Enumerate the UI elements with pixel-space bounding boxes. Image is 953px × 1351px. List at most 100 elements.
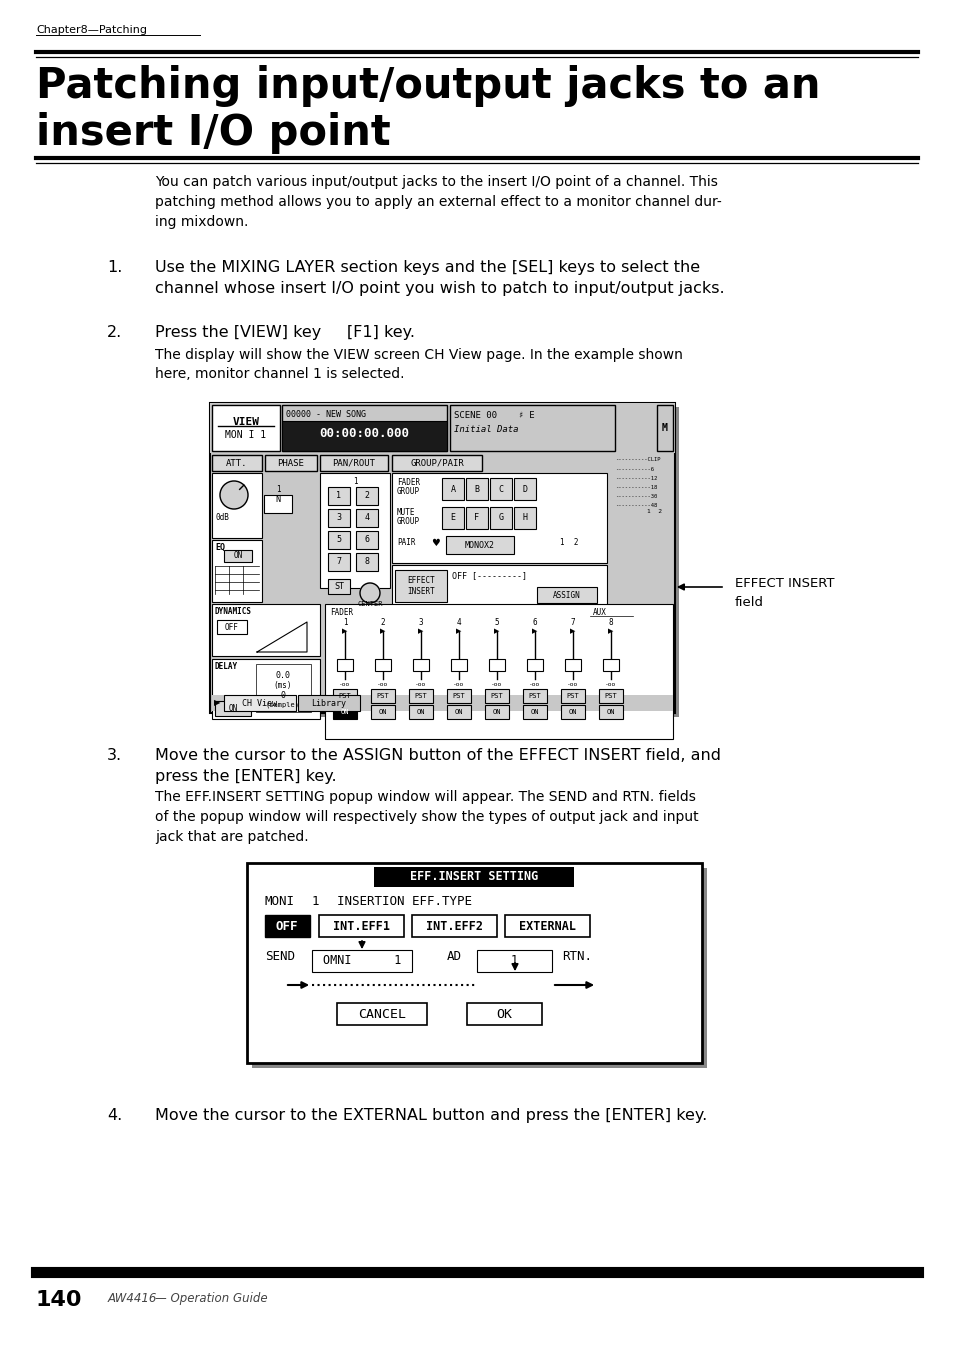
Circle shape xyxy=(359,584,379,603)
Text: N: N xyxy=(275,496,280,504)
Text: AUX: AUX xyxy=(593,608,606,617)
Text: CANCEL: CANCEL xyxy=(357,1008,406,1020)
Text: ON: ON xyxy=(416,709,425,715)
Bar xyxy=(371,689,395,703)
Text: PST: PST xyxy=(528,693,540,698)
Text: INSERTION EFF.TYPE: INSERTION EFF.TYPE xyxy=(336,894,472,908)
Text: Initial Data: Initial Data xyxy=(454,426,518,434)
Text: ▶: ▶ xyxy=(494,628,499,634)
Text: 1.: 1. xyxy=(107,259,122,276)
Text: ST: ST xyxy=(334,582,344,590)
Text: -oo: -oo xyxy=(453,682,464,688)
Bar xyxy=(336,1002,427,1025)
Text: 1: 1 xyxy=(312,894,319,908)
Bar xyxy=(598,705,622,719)
Bar xyxy=(212,455,262,471)
Text: -oo: -oo xyxy=(415,682,426,688)
Bar xyxy=(465,507,488,530)
Text: ▶: ▶ xyxy=(417,628,423,634)
Text: 4: 4 xyxy=(364,513,369,523)
Text: ON: ON xyxy=(378,709,387,715)
Bar xyxy=(325,604,672,739)
Text: MON I 1: MON I 1 xyxy=(225,430,266,440)
Text: 7: 7 xyxy=(570,617,575,627)
Bar xyxy=(489,659,504,671)
Text: (ms): (ms) xyxy=(274,681,292,690)
Bar xyxy=(490,478,512,500)
Bar xyxy=(537,586,597,603)
Bar xyxy=(355,486,377,505)
Text: ▶: ▶ xyxy=(456,628,461,634)
Bar xyxy=(328,486,350,505)
Bar xyxy=(212,604,319,657)
Bar xyxy=(441,478,463,500)
Bar xyxy=(328,509,350,527)
Bar xyxy=(602,659,618,671)
Bar xyxy=(409,689,433,703)
Text: 1  2: 1 2 xyxy=(646,509,661,513)
Text: -----------6: -----------6 xyxy=(615,467,654,471)
Text: EFF.INSERT SETTING: EFF.INSERT SETTING xyxy=(410,870,537,884)
Bar xyxy=(450,405,615,451)
Bar xyxy=(252,867,706,1069)
Bar xyxy=(504,915,589,938)
Text: 5: 5 xyxy=(336,535,341,544)
Text: ----------CLIP: ----------CLIP xyxy=(615,457,659,462)
Text: 7: 7 xyxy=(336,558,341,566)
Text: INT.EFF1: INT.EFF1 xyxy=(333,920,390,932)
Bar xyxy=(212,405,280,451)
Text: ON: ON xyxy=(530,709,538,715)
Text: PST: PST xyxy=(338,693,351,698)
Text: ▶: ▶ xyxy=(342,628,347,634)
Text: OK: OK xyxy=(496,1008,512,1020)
Bar xyxy=(392,455,481,471)
Bar xyxy=(282,405,447,451)
Text: ♥: ♥ xyxy=(431,538,440,549)
Text: -----------12: -----------12 xyxy=(615,476,657,481)
Bar xyxy=(333,689,356,703)
Text: VIEW: VIEW xyxy=(233,417,259,427)
Bar xyxy=(224,694,295,711)
Text: PST: PST xyxy=(490,693,503,698)
Text: ▶: ▶ xyxy=(532,628,537,634)
Bar xyxy=(328,531,350,549)
Text: PST: PST xyxy=(566,693,578,698)
Bar xyxy=(560,705,584,719)
Bar xyxy=(526,659,542,671)
Bar xyxy=(514,478,536,500)
Bar xyxy=(490,507,512,530)
Bar xyxy=(441,507,463,530)
Text: CH View: CH View xyxy=(242,698,277,708)
Text: SEND: SEND xyxy=(265,950,294,963)
Text: EQ: EQ xyxy=(214,543,225,553)
Text: PST: PST xyxy=(376,693,389,698)
Bar xyxy=(447,689,471,703)
Text: PHASE: PHASE xyxy=(277,458,304,467)
Text: GROUP: GROUP xyxy=(396,486,419,496)
Bar xyxy=(255,663,311,712)
Text: Move the cursor to the ASSIGN button of the EFFECT INSERT field, and
press the [: Move the cursor to the ASSIGN button of … xyxy=(154,748,720,784)
Text: PST: PST xyxy=(452,693,465,698)
Bar xyxy=(210,403,675,713)
Text: AD: AD xyxy=(447,950,461,963)
Bar xyxy=(446,536,514,554)
Bar xyxy=(657,405,672,451)
Circle shape xyxy=(220,481,248,509)
Text: ON: ON xyxy=(233,551,242,561)
Bar xyxy=(213,407,679,717)
Text: PAN/ROUT: PAN/ROUT xyxy=(333,458,375,467)
Text: RTN.: RTN. xyxy=(561,950,592,963)
Text: 1: 1 xyxy=(510,955,517,967)
Text: D: D xyxy=(522,485,527,493)
Text: AW4416: AW4416 xyxy=(108,1292,157,1305)
Text: 1: 1 xyxy=(336,492,341,500)
Bar xyxy=(224,550,252,562)
Bar xyxy=(392,473,606,563)
Bar xyxy=(319,473,390,588)
Text: -----------48: -----------48 xyxy=(615,503,657,508)
Text: -oo: -oo xyxy=(605,682,616,688)
Text: EFFECT
INSERT: EFFECT INSERT xyxy=(407,577,435,596)
Bar xyxy=(392,565,606,607)
Text: 0dB: 0dB xyxy=(215,513,230,521)
Text: MUTE: MUTE xyxy=(396,508,416,517)
